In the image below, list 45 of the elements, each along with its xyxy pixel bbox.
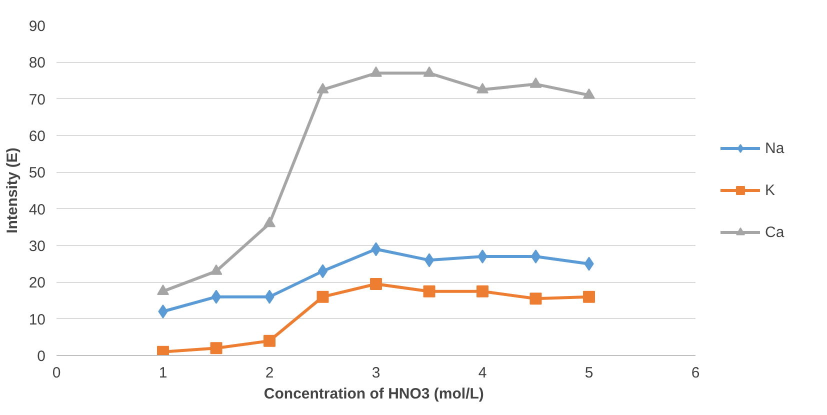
legend-label: Na: [765, 140, 785, 156]
point: [210, 264, 222, 275]
y-tick-label: 20: [28, 274, 46, 292]
y-tick-label: 60: [28, 128, 46, 145]
point: [476, 285, 488, 298]
y-tick-label: 90: [28, 18, 46, 35]
point: [424, 253, 434, 268]
x-tick-label: 2: [265, 364, 274, 382]
y-tick-label: 40: [28, 201, 46, 218]
x-axis-title: Concentration of HNO3 (mol/L): [264, 386, 484, 402]
point: [423, 66, 436, 77]
point: [210, 342, 222, 354]
y-tick-label: 0: [37, 348, 46, 365]
y-axis-title: Intensity (E): [4, 148, 21, 234]
point: [583, 88, 595, 99]
point: [530, 250, 541, 264]
point: [423, 285, 436, 298]
point: [264, 216, 276, 228]
point: [476, 82, 488, 94]
x-tick-label: 4: [478, 364, 487, 382]
point: [157, 284, 169, 296]
point: [530, 77, 542, 88]
y-tick-label: 10: [28, 311, 46, 328]
point: [316, 290, 329, 303]
y-tick-label: 50: [28, 164, 46, 182]
point: [583, 290, 595, 303]
point: [370, 66, 382, 77]
x-tick-label: 5: [584, 364, 594, 382]
point: [264, 334, 276, 347]
point: [530, 292, 542, 305]
point: [316, 82, 329, 94]
x-tick-label: 1: [158, 364, 168, 382]
x-tick-label: 3: [372, 364, 380, 382]
point: [318, 264, 328, 278]
legend-label: K: [765, 182, 776, 198]
point: [370, 278, 382, 290]
x-tick-label: 6: [691, 364, 700, 382]
y-tick-label: 30: [28, 238, 46, 255]
point: [158, 304, 168, 318]
point: [211, 290, 222, 304]
y-tick-label: 70: [28, 91, 46, 108]
point: [478, 250, 488, 264]
x-tick-label: 0: [52, 364, 61, 382]
legend-label: Ca: [765, 224, 785, 240]
y-tick-label: 80: [28, 54, 46, 72]
